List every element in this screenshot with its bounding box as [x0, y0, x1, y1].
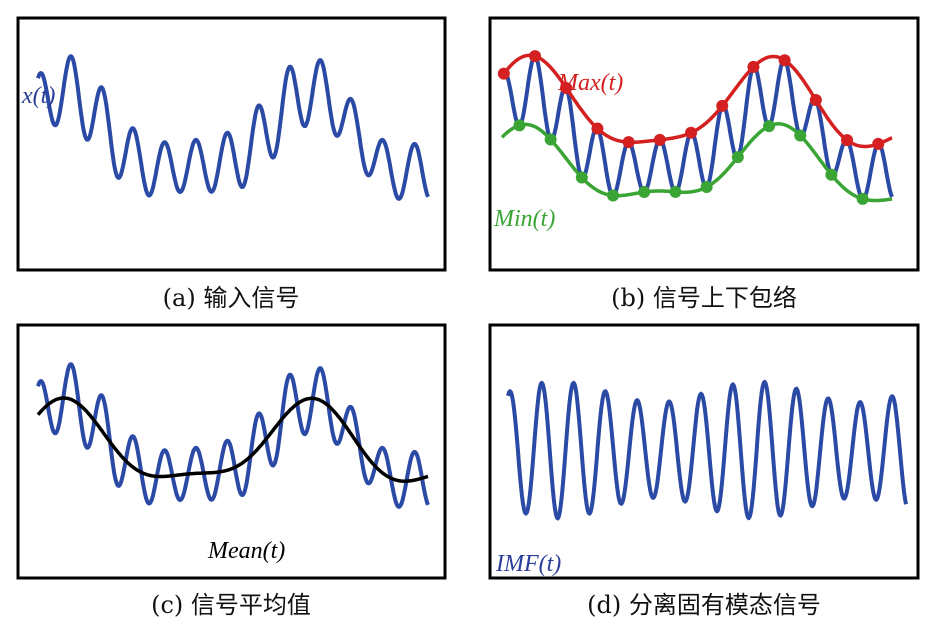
- min-point: [825, 168, 838, 181]
- min-label: Min(t): [493, 206, 555, 232]
- caption: (c) 信号平均值: [151, 591, 311, 619]
- min-point: [794, 129, 807, 142]
- max-point: [529, 50, 542, 63]
- curves: [36, 50, 908, 521]
- max-point: [841, 134, 854, 147]
- max-point: [716, 99, 729, 112]
- caption: (d) 分离固有模态信号: [587, 591, 821, 619]
- min-point: [513, 119, 526, 132]
- min-point: [763, 120, 776, 133]
- min-point: [638, 186, 651, 199]
- caption: (b) 信号上下包络: [611, 284, 797, 312]
- max-point: [872, 137, 885, 150]
- signal: [36, 54, 430, 201]
- min-point: [856, 192, 869, 205]
- signal: [36, 362, 430, 509]
- imf-curve: [506, 379, 908, 521]
- max-point: [622, 136, 635, 149]
- max-point: [497, 67, 510, 80]
- min-point: [544, 133, 557, 146]
- min-point: [575, 171, 588, 184]
- signal-label: x(t): [21, 83, 55, 109]
- max-point: [685, 126, 698, 139]
- min-point: [669, 185, 682, 198]
- max-point: [747, 60, 760, 73]
- max-point: [653, 133, 666, 146]
- min-point: [731, 151, 744, 164]
- max-point: [560, 81, 573, 94]
- max-point: [809, 93, 822, 106]
- mean-label: Mean(t): [207, 538, 285, 564]
- min-point: [700, 181, 713, 194]
- max-point: [591, 122, 604, 135]
- panel-a-frame: [16, 16, 447, 272]
- panel-c-frame: [16, 323, 447, 580]
- imf-label: IMF(t): [495, 551, 561, 577]
- lower-envelope: [500, 122, 893, 203]
- panel-d-frame: [488, 323, 920, 580]
- max-point: [778, 54, 791, 67]
- caption: (a) 输入信号: [163, 284, 300, 312]
- mean-curve: [36, 396, 429, 483]
- max-label: Max(t): [557, 70, 623, 96]
- min-point: [607, 189, 620, 202]
- panel-b-frame: [488, 16, 920, 272]
